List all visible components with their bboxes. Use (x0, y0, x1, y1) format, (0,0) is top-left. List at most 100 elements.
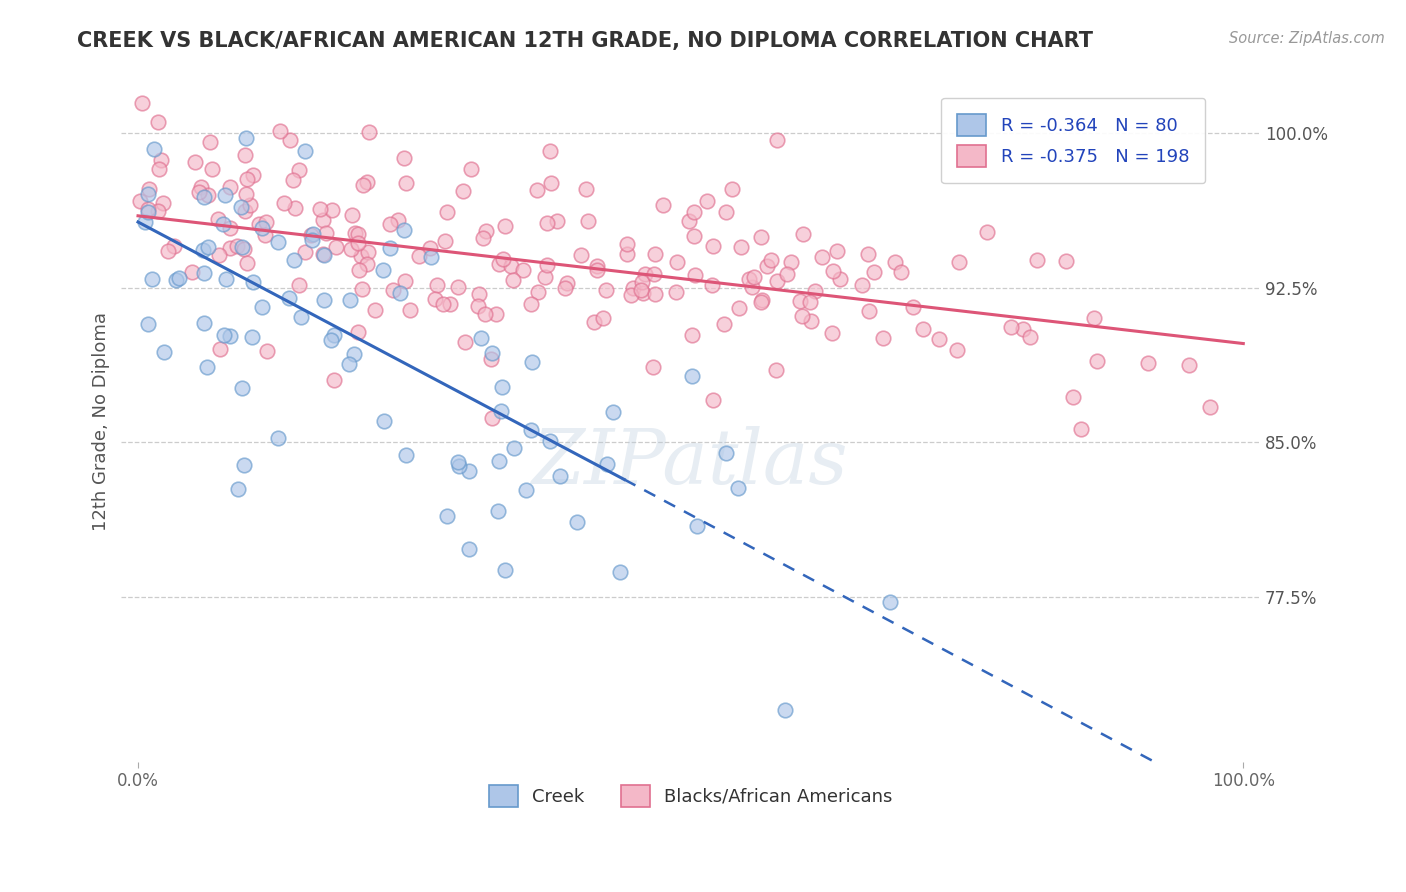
Text: Source: ZipAtlas.com: Source: ZipAtlas.com (1229, 31, 1385, 46)
Point (569, 248, 592, 262)
Point (180, 265, 202, 279)
Point (136, 202, 159, 216)
Point (283, 252, 305, 267)
Point (359, 125, 381, 139)
Point (214, 187, 236, 202)
Point (643, 359, 665, 374)
Point (167, 271, 190, 285)
Point (129, 194, 152, 209)
Y-axis label: 12th Grade, No Diploma: 12th Grade, No Diploma (93, 312, 110, 532)
Point (595, 283, 617, 297)
Point (727, 301, 749, 315)
Point (254, 228, 277, 243)
Point (766, 275, 789, 289)
Point (630, 276, 652, 290)
Point (488, 454, 510, 468)
Point (644, 247, 666, 261)
Point (616, 236, 638, 251)
Point (696, 194, 718, 208)
Point (269, 124, 291, 138)
Point (1199, 401, 1222, 415)
Point (134, 215, 156, 229)
Point (789, 294, 811, 309)
Point (163, 239, 186, 253)
Point (458, 542, 481, 557)
Point (481, 345, 503, 359)
Point (209, 342, 232, 356)
Point (721, 182, 744, 196)
Point (651, 198, 673, 212)
Point (595, 457, 617, 471)
Point (344, 227, 367, 241)
Point (634, 267, 657, 281)
Point (501, 259, 523, 273)
Point (340, 242, 363, 256)
Point (294, 244, 316, 259)
Point (479, 351, 502, 366)
Point (492, 252, 515, 267)
Point (233, 148, 256, 162)
Point (494, 219, 516, 233)
Point (1062, 391, 1084, 405)
Point (350, 248, 373, 262)
Point (219, 241, 242, 255)
Point (468, 287, 491, 301)
Point (436, 204, 458, 219)
Point (201, 161, 224, 176)
Point (1083, 311, 1105, 326)
Point (208, 247, 231, 261)
Point (454, 334, 477, 349)
Point (193, 317, 215, 331)
Point (738, 272, 761, 286)
Point (863, 265, 886, 279)
Point (1085, 354, 1108, 368)
Point (472, 231, 495, 245)
Point (1000, 319, 1022, 334)
Point (765, 362, 787, 376)
Point (630, 284, 652, 298)
Point (470, 331, 492, 345)
Point (165, 273, 187, 287)
Point (277, 291, 299, 305)
Point (730, 240, 752, 254)
Point (347, 263, 370, 277)
Point (681, 328, 703, 343)
Point (749, 294, 772, 309)
Point (339, 293, 361, 308)
Point (536, 216, 558, 230)
Point (193, 243, 215, 257)
Point (433, 235, 456, 249)
Point (644, 286, 666, 301)
Point (395, 448, 418, 462)
Point (136, 205, 159, 219)
Point (346, 236, 368, 251)
Point (901, 300, 924, 314)
Point (790, 310, 813, 324)
Point (804, 284, 827, 298)
Point (436, 508, 458, 523)
Point (946, 343, 969, 357)
Point (536, 259, 558, 273)
Point (759, 253, 782, 268)
Point (188, 185, 211, 199)
Point (576, 213, 599, 227)
Point (197, 239, 219, 253)
Point (219, 180, 242, 194)
Point (387, 213, 409, 227)
Point (231, 240, 253, 254)
Point (751, 293, 773, 307)
Point (371, 262, 394, 277)
Point (520, 355, 543, 369)
Point (1054, 254, 1077, 268)
Point (526, 285, 548, 300)
Point (1018, 330, 1040, 344)
Point (288, 163, 311, 178)
Point (323, 374, 346, 388)
Point (602, 405, 624, 419)
Point (131, 95, 153, 110)
Point (356, 175, 378, 189)
Point (266, 432, 288, 446)
Point (928, 332, 950, 346)
Point (273, 195, 295, 210)
Point (713, 317, 735, 331)
